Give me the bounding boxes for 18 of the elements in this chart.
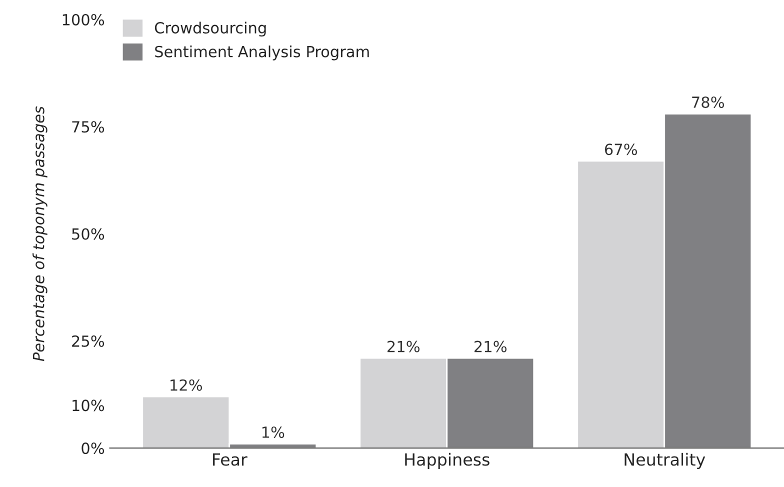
data-label: 12%: [170, 379, 202, 391]
data-label: 78%: [692, 96, 724, 108]
x-tick-label: Happiness: [405, 452, 490, 470]
y-tick-label: 10%: [72, 400, 104, 412]
data-label: 21%: [388, 340, 420, 352]
y-tick-label: 50%: [72, 228, 104, 240]
y-axis-title: Percentage of toponym passages: [32, 106, 48, 362]
data-label: 1%: [262, 426, 284, 438]
legend-label: Sentiment Analysis Program: [155, 46, 369, 60]
legend-label: Crowdsourcing: [154, 22, 266, 37]
data-label: 67%: [604, 144, 638, 156]
y-tick-label: 25%: [72, 335, 104, 347]
y-tick-label: 75%: [72, 121, 104, 133]
y-tick-label: 100%: [62, 14, 104, 26]
y-tick-label: 0%: [82, 442, 104, 454]
x-tick-label: Fear: [213, 453, 248, 466]
x-tick-label: Neutrality: [624, 452, 706, 470]
data-label: 21%: [474, 340, 507, 352]
